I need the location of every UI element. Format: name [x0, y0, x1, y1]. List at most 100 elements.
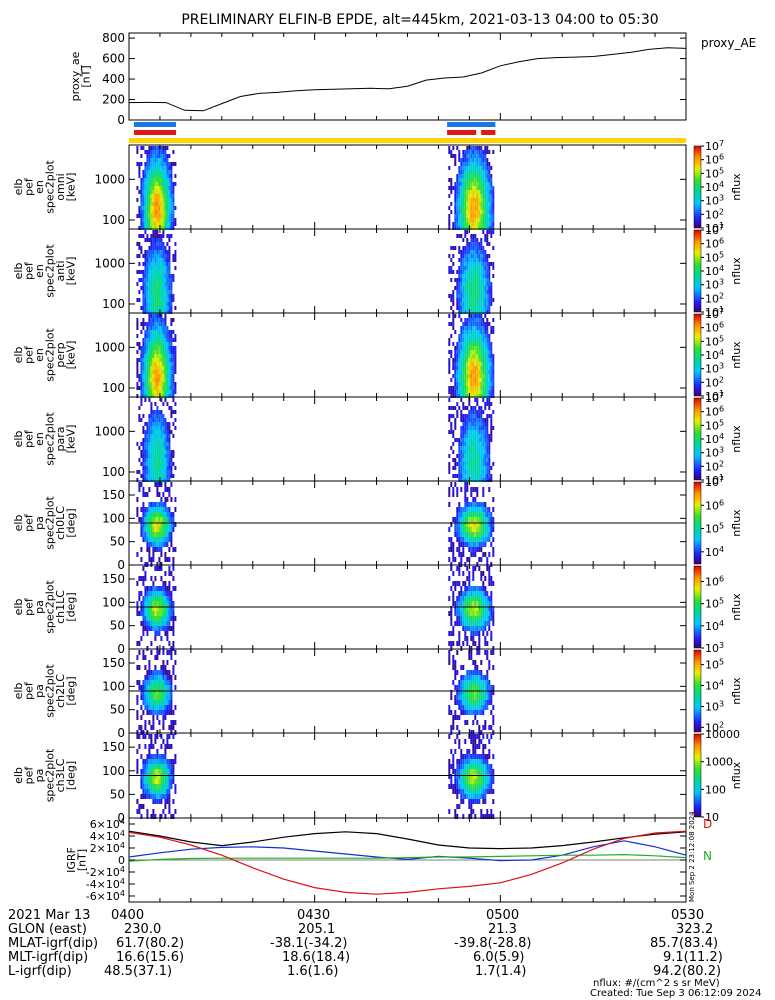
- heatmap-cell: [460, 358, 463, 362]
- heatmap-cell: [142, 178, 145, 182]
- heatmap-cell: [474, 739, 477, 744]
- heatmap-cell: [168, 517, 171, 522]
- heatmap-cell: [466, 390, 469, 394]
- heatmap-cell: [462, 641, 465, 646]
- heatmap-cell: [144, 675, 147, 680]
- heatmap-cell: [470, 621, 473, 626]
- heatmap-cell: [166, 650, 169, 655]
- heatmap-cell: [480, 298, 483, 302]
- heatmap-cell: [156, 478, 159, 482]
- heatmap-cell: [472, 198, 475, 202]
- heatmap-cell: [168, 358, 171, 362]
- heatmap-cell: [172, 330, 175, 334]
- heatmap-cell: [164, 442, 167, 446]
- heatmap-cell: [162, 680, 165, 685]
- heatmap-cell: [492, 378, 495, 382]
- heatmap-cell: [472, 422, 475, 426]
- heatmap-cell: [458, 571, 461, 576]
- heatmap-cell: [154, 470, 157, 474]
- heatmap-cell: [168, 779, 171, 784]
- heatmap-cell: [466, 566, 469, 571]
- heatmap-cell: [492, 298, 495, 302]
- heatmap-cell: [148, 430, 151, 434]
- heatmap-cell: [142, 378, 145, 382]
- heatmap-cell: [462, 222, 465, 226]
- heatmap-cell: [142, 650, 145, 655]
- heatmap-cell: [156, 194, 159, 198]
- heatmap-cell: [154, 382, 157, 386]
- heatmap-cell: [148, 250, 151, 254]
- heatmap-cell: [476, 394, 479, 398]
- heatmap-cell: [466, 270, 469, 274]
- heatmap-cell: [160, 586, 163, 591]
- heatmap-cell: [482, 601, 485, 606]
- heatmap-cell: [470, 450, 473, 454]
- heatmap-cell: [466, 606, 469, 611]
- heatmap-cell: [460, 799, 463, 804]
- heatmap-cell: [142, 517, 145, 522]
- heatmap-cell: [144, 532, 147, 537]
- spectrogram-elb-pef-en-spec2plot-omni-ytick-label: 100: [102, 213, 125, 227]
- heatmap-cell: [472, 390, 475, 394]
- heatmap-cell: [168, 214, 171, 218]
- heatmap-cell: [150, 150, 153, 154]
- heatmap-cell: [454, 194, 457, 198]
- heatmap-cell: [456, 366, 459, 370]
- heatmap-cell: [472, 234, 475, 238]
- heatmap-cell: [166, 386, 169, 390]
- heatmap-cell: [488, 218, 491, 222]
- heatmap-cell: [168, 338, 171, 342]
- heatmap-cell: [148, 507, 151, 512]
- heatmap-cell: [458, 744, 461, 749]
- heatmap-cell: [172, 226, 175, 230]
- heatmap-cell: [462, 621, 465, 626]
- heatmap-cell: [158, 426, 161, 430]
- heatmap-cell: [478, 450, 481, 454]
- heatmap-cell: [146, 390, 149, 394]
- heatmap-cell: [450, 522, 453, 527]
- heatmap-cell: [144, 705, 147, 710]
- heatmap-cell: [164, 695, 167, 700]
- heatmap-cell: [450, 258, 453, 262]
- heatmap-cell: [464, 434, 467, 438]
- heatmap-cell: [476, 414, 479, 418]
- heatmap-cell: [458, 150, 461, 154]
- heatmap-cell: [474, 290, 477, 294]
- heatmap-cell: [448, 178, 451, 182]
- heatmap-cell: [156, 670, 159, 675]
- heatmap-cell: [482, 466, 485, 470]
- heatmap-cell: [168, 202, 171, 206]
- heatmap-cell: [478, 695, 481, 700]
- heatmap-cell: [458, 438, 461, 442]
- spectrogram-elb-pef-pa-spec2plot-ch1lc-ylabel-line: pa: [33, 600, 46, 614]
- heatmap-cell: [156, 218, 159, 222]
- spectrogram-elb-pef-en-spec2plot-para-colorbar-tick-label: 105: [705, 418, 724, 433]
- heatmap-cell: [160, 426, 163, 430]
- heatmap-cell: [486, 557, 489, 562]
- heatmap-cell: [172, 517, 175, 522]
- heatmap-cell: [154, 358, 157, 362]
- heatmap-cell: [152, 769, 155, 774]
- heatmap-cell: [156, 314, 159, 318]
- heatmap-cell: [164, 512, 167, 517]
- heatmap-cell: [146, 278, 149, 282]
- heatmap-cell: [166, 162, 169, 166]
- heatmap-cell: [448, 784, 451, 789]
- heatmap-cell: [472, 571, 475, 576]
- heatmap-cell: [448, 734, 451, 739]
- heatmap-cell: [454, 286, 457, 290]
- heatmap-cell: [174, 650, 177, 655]
- heatmap-cell: [168, 804, 171, 809]
- heatmap-cell: [152, 182, 155, 186]
- heatmap-cell: [470, 606, 473, 611]
- heatmap-cell: [160, 310, 163, 314]
- heatmap-cell: [144, 302, 147, 306]
- heatmap-cell: [452, 314, 455, 318]
- heatmap-cell: [470, 552, 473, 557]
- heatmap-cell: [162, 346, 165, 350]
- heatmap-cell: [158, 190, 161, 194]
- heatmap-cell: [464, 631, 467, 636]
- heatmap-cell: [170, 390, 173, 394]
- heatmap-cell: [150, 814, 153, 819]
